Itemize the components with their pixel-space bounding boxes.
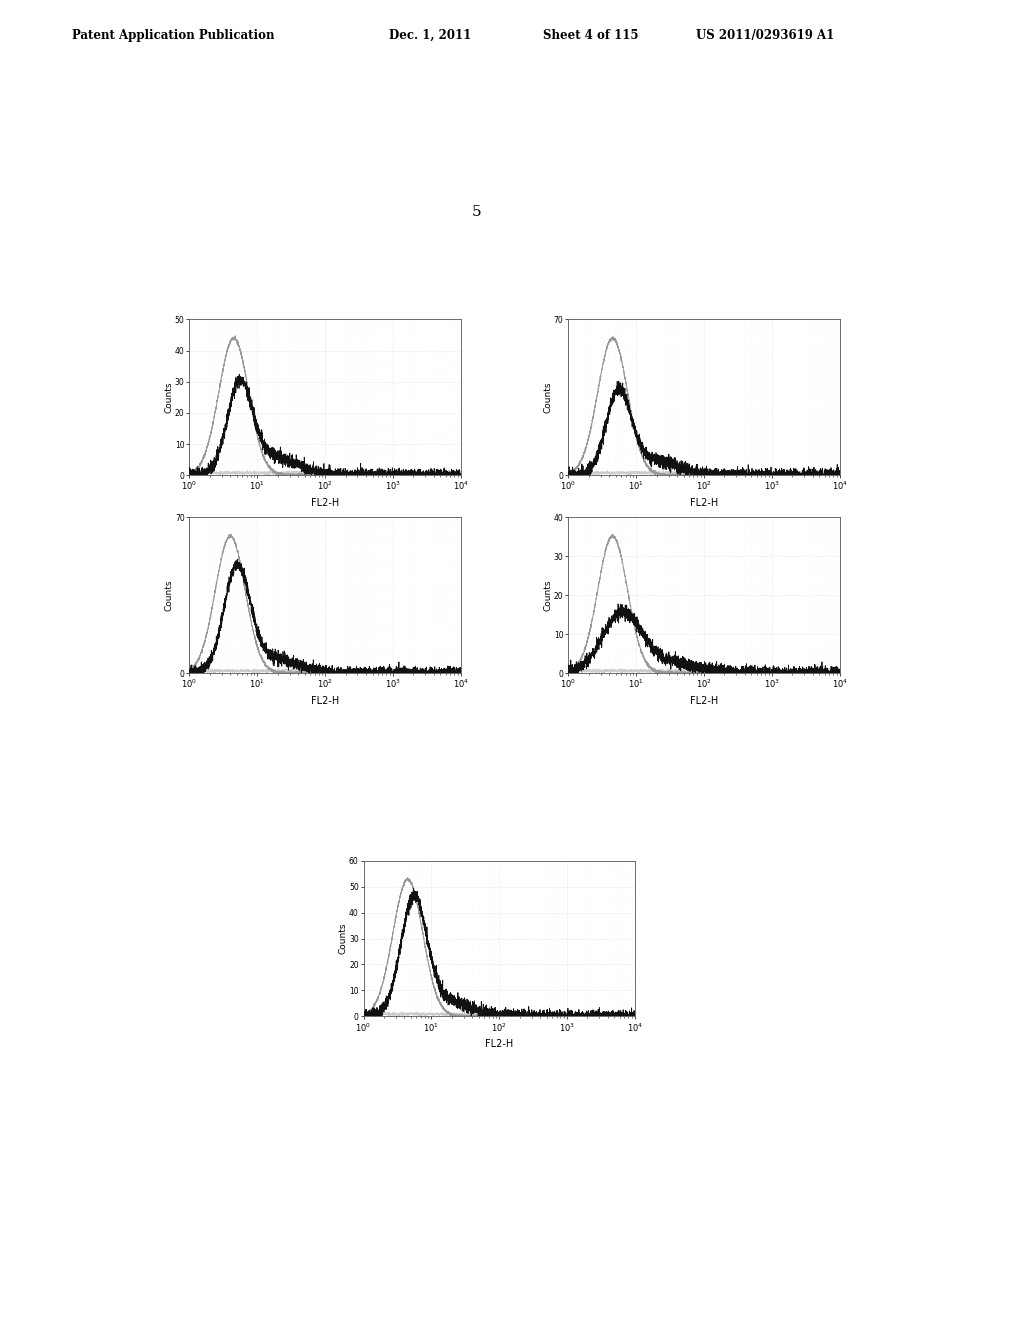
X-axis label: FL2-H: FL2-H — [690, 498, 718, 508]
Y-axis label: Counts: Counts — [339, 923, 347, 954]
Y-axis label: Counts: Counts — [165, 381, 173, 413]
Text: 5: 5 — [471, 205, 481, 219]
X-axis label: FL2-H: FL2-H — [311, 696, 339, 706]
X-axis label: FL2-H: FL2-H — [690, 696, 718, 706]
Y-axis label: Counts: Counts — [544, 381, 552, 413]
X-axis label: FL2-H: FL2-H — [311, 498, 339, 508]
Text: Sheet 4 of 115: Sheet 4 of 115 — [543, 29, 638, 42]
Text: US 2011/0293619 A1: US 2011/0293619 A1 — [696, 29, 835, 42]
X-axis label: FL2-H: FL2-H — [485, 1039, 513, 1049]
Y-axis label: Counts: Counts — [544, 579, 552, 611]
Text: Dec. 1, 2011: Dec. 1, 2011 — [389, 29, 471, 42]
Text: Patent Application Publication: Patent Application Publication — [72, 29, 274, 42]
Y-axis label: Counts: Counts — [165, 579, 173, 611]
